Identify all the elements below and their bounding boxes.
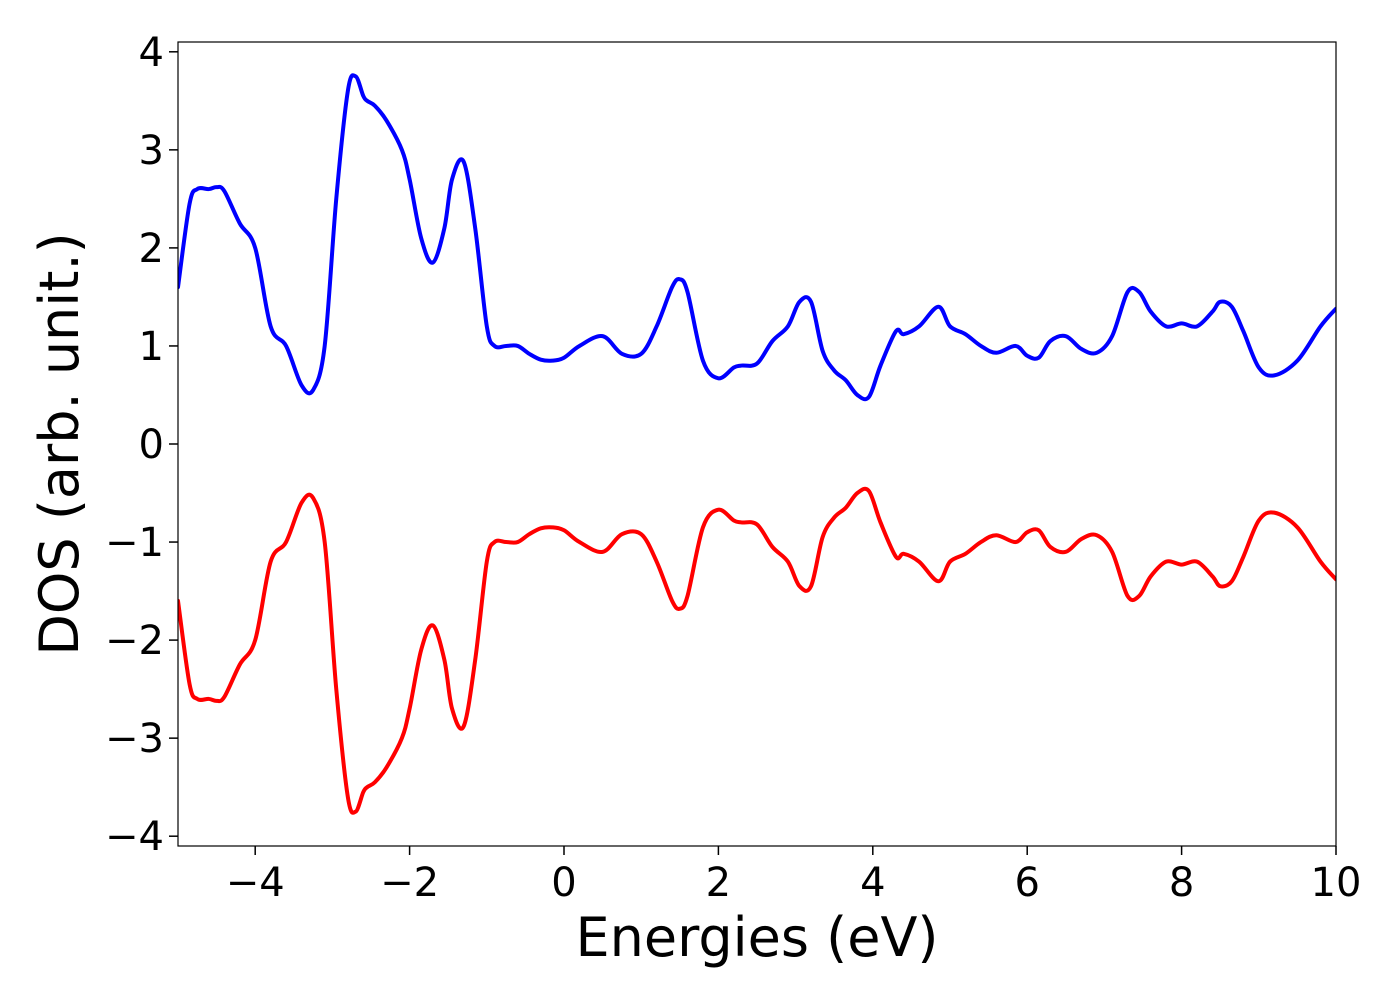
y-axis-title: DOS (arb. unit.)	[28, 232, 91, 655]
y-tick-label: 2	[139, 226, 164, 272]
y-tick-label: −1	[105, 520, 164, 566]
y-tick-label: 1	[139, 324, 164, 370]
plot-frame	[177, 41, 1337, 847]
x-tick-label: −4	[226, 860, 285, 906]
series-layer	[178, 73, 1336, 815]
y-tick-label: −4	[105, 814, 164, 860]
x-tick-label: 0	[551, 860, 576, 906]
x-axis: −4 −2 0 2 4 6 8 10	[226, 846, 1362, 906]
y-tick-label: 4	[139, 30, 164, 76]
y-axis: −4 −3 −2 −1 0 1 2 3 4	[105, 30, 178, 860]
x-tick-label: 2	[706, 860, 731, 906]
x-tick-label: 8	[1169, 860, 1194, 906]
y-tick-label: 0	[139, 422, 164, 468]
series-line-blue	[178, 73, 1336, 402]
x-axis-title: Energies (eV)	[576, 906, 939, 969]
x-tick-label: 4	[860, 860, 885, 906]
x-tick-label: 6	[1014, 860, 1039, 906]
y-tick-label: 3	[139, 128, 164, 174]
series-line-red	[178, 486, 1336, 815]
y-tick-label: −2	[105, 618, 164, 664]
x-tick-label: −2	[380, 860, 439, 906]
x-tick-label: 10	[1311, 860, 1362, 906]
y-tick-label: −3	[105, 716, 164, 762]
